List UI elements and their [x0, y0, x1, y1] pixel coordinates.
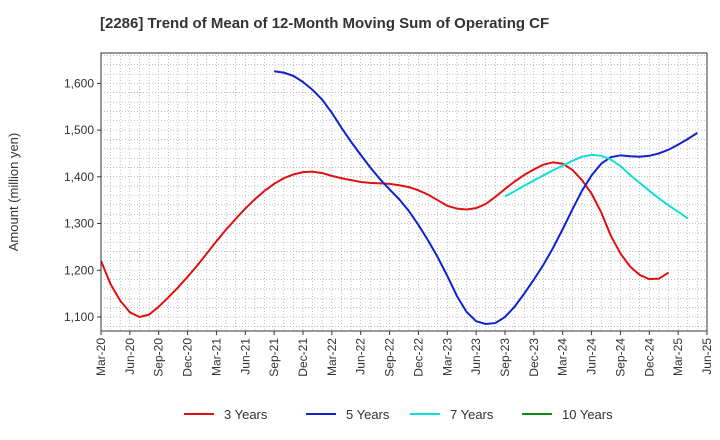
y-tick-label: 1,300: [64, 217, 94, 231]
x-tick-label: Sep-22: [383, 338, 397, 377]
x-tick-label: Jun-24: [585, 338, 599, 375]
series-layer: [100, 70, 698, 325]
legend-label: 5 Years: [346, 407, 390, 422]
x-axis: Mar-20 Jun-20 Sep-20 Dec-20 Mar-21 Jun-21 Sep-…: [94, 331, 714, 377]
legend-label: 10 Years: [562, 407, 613, 422]
series-line-5-years: [273, 70, 698, 325]
x-tick-label: Jun-23: [469, 338, 483, 375]
x-tick-label: Dec-20: [181, 338, 195, 377]
y-tick-label: 1,500: [64, 123, 94, 137]
y-tick-label: 1,200: [64, 263, 94, 277]
x-tick-label: Mar-20: [94, 338, 108, 376]
x-tick-label: Mar-22: [325, 338, 339, 376]
x-tick-label: Jun-25: [700, 338, 714, 375]
x-tick-label: Dec-21: [296, 338, 310, 377]
legend-label: 7 Years: [450, 407, 494, 422]
x-tick-label: Sep-20: [152, 338, 166, 377]
x-tick-label: Sep-23: [498, 338, 512, 377]
y-tick-label: 1,600: [64, 76, 94, 90]
x-tick-label: Jun-20: [123, 338, 137, 375]
y-tick-label: 1,400: [64, 170, 94, 184]
x-tick-label: Dec-22: [411, 338, 425, 377]
x-tick-label: Dec-24: [642, 338, 656, 377]
x-tick-label: Mar-25: [671, 338, 685, 376]
legend-label: 3 Years: [224, 407, 268, 422]
plot-area: [101, 53, 707, 331]
x-tick-label: Mar-24: [556, 338, 570, 376]
y-axis-label: Amount (million yen): [6, 133, 21, 252]
x-tick-label: Mar-21: [209, 338, 223, 376]
x-tick-label: Sep-21: [267, 338, 281, 377]
x-tick-label: Jun-21: [238, 338, 252, 375]
y-tick-label: 1,100: [64, 310, 94, 324]
series-line-7-years: [504, 153, 689, 220]
plot-frame: [100, 52, 708, 332]
x-tick-label: Sep-24: [613, 338, 627, 377]
x-tick-label: Mar-23: [440, 338, 454, 376]
x-tick-label: Dec-23: [527, 338, 541, 377]
y-axis: 1,100 1,200 1,300 1,400 1,500 1,600: [64, 76, 101, 324]
chart-title: [2286] Trend of Mean of 12-Month Moving …: [100, 15, 549, 32]
x-tick-label: Jun-22: [354, 338, 368, 375]
grid-lines: [101, 53, 707, 331]
legend: 3 Years 5 Years 7 Years 10 Years: [184, 407, 613, 422]
